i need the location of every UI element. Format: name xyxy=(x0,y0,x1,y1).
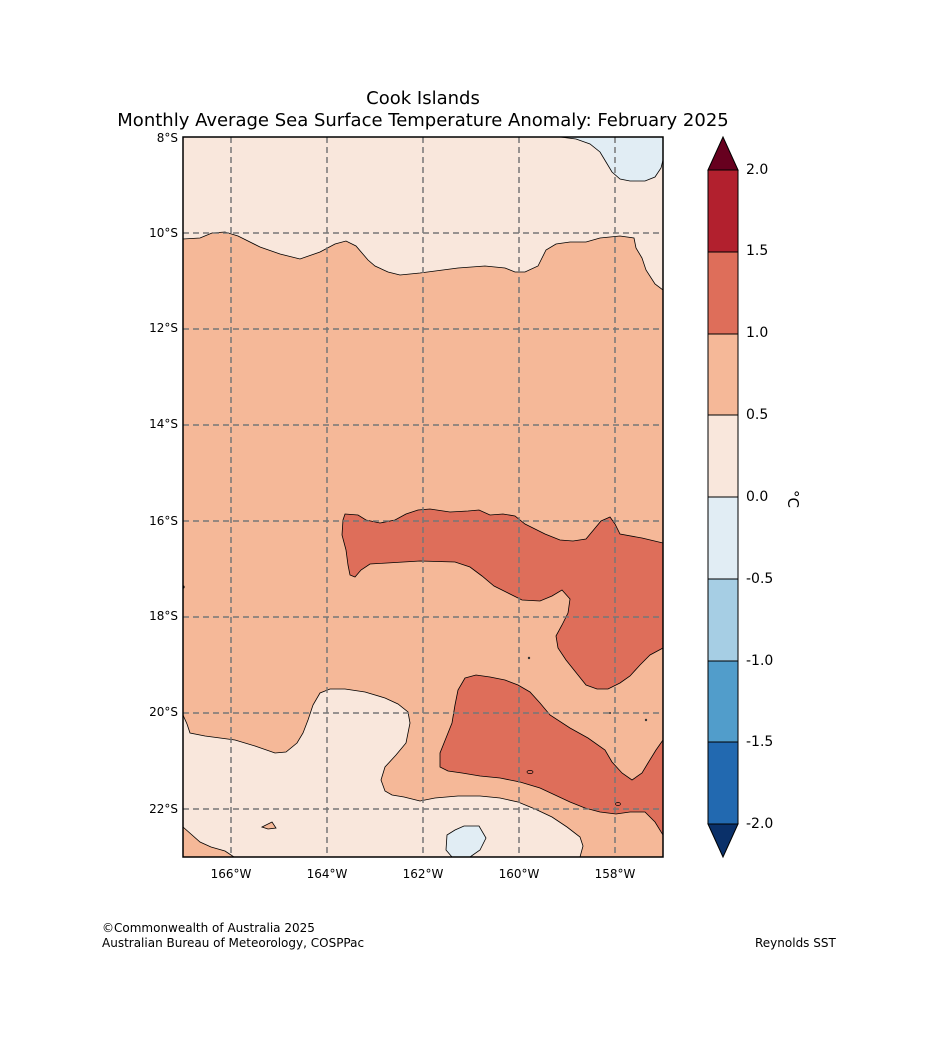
anomaly-region-1.0-1.5-south xyxy=(439,674,663,836)
anomaly-region-minus-0.5-0.0-south xyxy=(445,825,487,857)
colorbar-label-0.5: 0.5 xyxy=(746,407,769,423)
colorbar-label-minus-1.5: -1.5 xyxy=(746,734,774,750)
colorbar-label-1.0: 1.0 xyxy=(746,325,769,341)
island xyxy=(526,770,534,774)
lon-label-162w: 162°W xyxy=(402,867,444,881)
colorbar-label-minus-2.0: -2.0 xyxy=(746,816,774,832)
lon-label-164w: 164°W xyxy=(306,867,348,881)
data-source-text: Reynolds SST xyxy=(755,936,836,950)
anomaly-region-0.0-0.5-south xyxy=(183,688,584,857)
anomaly-region-1.0-1.5-central xyxy=(341,508,663,690)
anomaly-region-0.0-0.5-north xyxy=(183,137,663,291)
anomaly-region-0.5-1.0-island xyxy=(260,821,277,830)
lon-label-160w: 160°W xyxy=(498,867,540,881)
colorbar-arrow-above xyxy=(707,135,739,171)
sst-anomaly-map xyxy=(183,137,663,857)
island xyxy=(615,802,621,806)
colorbar-arrow-below xyxy=(707,823,739,859)
copyright-text: ©Commonwealth of Australia 2025 xyxy=(102,921,315,935)
colorbar xyxy=(707,135,739,859)
lat-label-14s: 14°S xyxy=(149,417,178,431)
lat-label-22s: 22°S xyxy=(149,802,178,816)
colorbar-label-minus-0.5: -0.5 xyxy=(746,571,774,587)
gridlines xyxy=(183,137,663,857)
colorbar-label-0.0: 0.0 xyxy=(746,489,769,505)
colorbar-unit-label: °C xyxy=(783,490,802,508)
lat-label-18s: 18°S xyxy=(149,609,178,623)
lat-label-12s: 12°S xyxy=(149,321,178,335)
lat-label-8s: 8°S xyxy=(156,131,178,145)
colorbar-segment-minus-0.5-0.0 xyxy=(707,496,739,580)
colorbar-segment-minus-2.0-minus-1.5 xyxy=(707,741,739,825)
lat-label-10s: 10°S xyxy=(149,226,178,240)
lon-label-158w: 158°W xyxy=(594,867,636,881)
colorbar-segment-1.0-1.5 xyxy=(707,251,739,335)
colorbar-label-minus-1.0: -1.0 xyxy=(746,653,774,669)
lat-label-20s: 20°S xyxy=(149,705,178,719)
lon-label-166w: 166°W xyxy=(210,867,252,881)
colorbar-segment-0.5-1.0 xyxy=(707,333,739,416)
island xyxy=(609,712,611,714)
map-title-region: Cook Islands xyxy=(366,88,480,109)
colorbar-segment-minus-1.0-minus-0.5 xyxy=(707,578,739,662)
colorbar-label-2.0: 2.0 xyxy=(746,162,769,178)
colorbar-label-1.5: 1.5 xyxy=(746,243,769,259)
island xyxy=(644,718,648,722)
colorbar-segment-minus-1.5-minus-1.0 xyxy=(707,660,739,743)
agency-text: Australian Bureau of Meteorology, COSPPa… xyxy=(102,936,365,950)
colorbar-segment-0.0-0.5 xyxy=(707,414,739,498)
map-title-description: Monthly Average Sea Surface Temperature … xyxy=(117,110,729,131)
colorbar-segment-1.5-2.0 xyxy=(707,169,739,253)
map-frame xyxy=(182,136,664,858)
lat-label-16s: 16°S xyxy=(149,514,178,528)
island xyxy=(527,656,531,660)
